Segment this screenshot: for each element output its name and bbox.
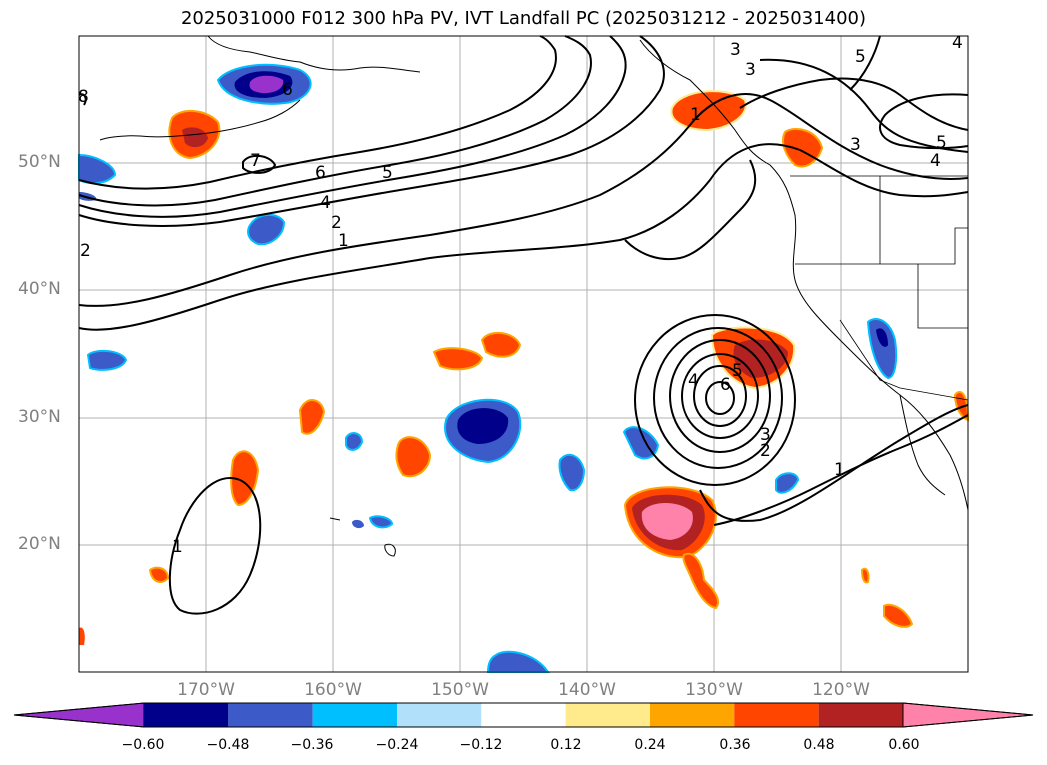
colorbar — [13, 702, 1034, 728]
contour-label: 1 — [690, 105, 701, 125]
contour-label: 2 — [760, 441, 771, 461]
lat-label: 30°N — [18, 407, 61, 427]
colorbar-segment — [481, 703, 566, 727]
contour-label: 2 — [331, 213, 342, 233]
lon-label: 160°W — [304, 680, 362, 700]
contour-label: 4 — [930, 151, 941, 171]
colorbar-segment — [902, 702, 1034, 728]
colorbar-tick: 0.60 — [888, 737, 920, 753]
contour-label: 4 — [952, 33, 963, 53]
lon-label: 120°W — [812, 680, 870, 700]
colorbar-segment — [312, 703, 397, 727]
contour-label: 4 — [688, 371, 699, 391]
contour-label: 1 — [172, 537, 183, 557]
colorbar-segment — [13, 702, 145, 728]
lat-label: 40°N — [18, 279, 61, 299]
lon-label: 140°W — [558, 680, 616, 700]
colorbar-outline — [13, 702, 1034, 728]
colorbar-segment — [650, 703, 735, 727]
contour-label: 6 — [282, 80, 293, 100]
colorbar-tick: 0.36 — [719, 737, 751, 753]
contour-label: 5 — [936, 133, 947, 153]
contour-label: 6 — [315, 163, 326, 183]
lon-label: 150°W — [431, 680, 489, 700]
contour-low-4 — [681, 353, 759, 439]
contour-low-5 — [693, 365, 747, 427]
contour-label: 8 — [78, 87, 89, 107]
colorbar-tick: −0.60 — [121, 737, 165, 753]
colorbar-tick: −0.24 — [375, 737, 419, 753]
contour-low-2 — [653, 327, 783, 469]
colorbar-segment — [397, 703, 482, 727]
contour-label: 5 — [855, 47, 866, 67]
contour-label: 3 — [745, 60, 756, 80]
colorbar-segment — [734, 703, 819, 727]
contour-low-6 — [705, 381, 735, 415]
lon-label: 170°W — [177, 680, 235, 700]
lon-label: 130°W — [685, 680, 743, 700]
contour-label: 5 — [732, 361, 743, 381]
colorbar-tick: 0.12 — [550, 737, 582, 753]
contour-label: 6 — [720, 375, 731, 395]
colorbar-tick: 0.24 — [634, 737, 666, 753]
contour-label: 2 — [80, 241, 91, 261]
ivt-contours — [78, 35, 969, 615]
contour-label: 4 — [320, 193, 331, 213]
colorbar-tick: −0.12 — [459, 737, 503, 753]
colorbar-tick: 0.48 — [803, 737, 835, 753]
contour-label: 1 — [834, 460, 845, 480]
colorbar-tick: −0.48 — [206, 737, 250, 753]
colorbar-segment — [228, 703, 313, 727]
lat-label: 20°N — [18, 534, 61, 554]
contour-label: 3 — [730, 40, 741, 60]
coastlines — [99, 35, 969, 557]
map-title: 2025031000 F012 300 hPa PV, IVT Landfall… — [180, 8, 867, 29]
contour-label: 5 — [382, 163, 393, 183]
colorbar-segment — [565, 703, 650, 727]
colorbar-segment — [818, 703, 903, 727]
contour-label: 1 — [338, 231, 349, 251]
contour-low-3 — [669, 339, 771, 453]
contour-label: 3 — [760, 425, 771, 445]
contour-label: 3 — [850, 135, 861, 155]
lat-label: 50°N — [18, 152, 61, 172]
map-frame — [78, 35, 969, 673]
pv-blobs — [78, 63, 970, 673]
colorbar-tick: −0.36 — [290, 737, 334, 753]
contour-low-1 — [634, 314, 796, 486]
contour-label: 7 — [250, 151, 261, 171]
colorbar-segment — [144, 703, 229, 727]
contour-label-layer: 1 2 3 4 5 6 7 8 1 2 3 4 5 6 1 2 3 4 5 1 … — [78, 33, 963, 557]
pv-blob-alaska-max — [249, 75, 284, 94]
